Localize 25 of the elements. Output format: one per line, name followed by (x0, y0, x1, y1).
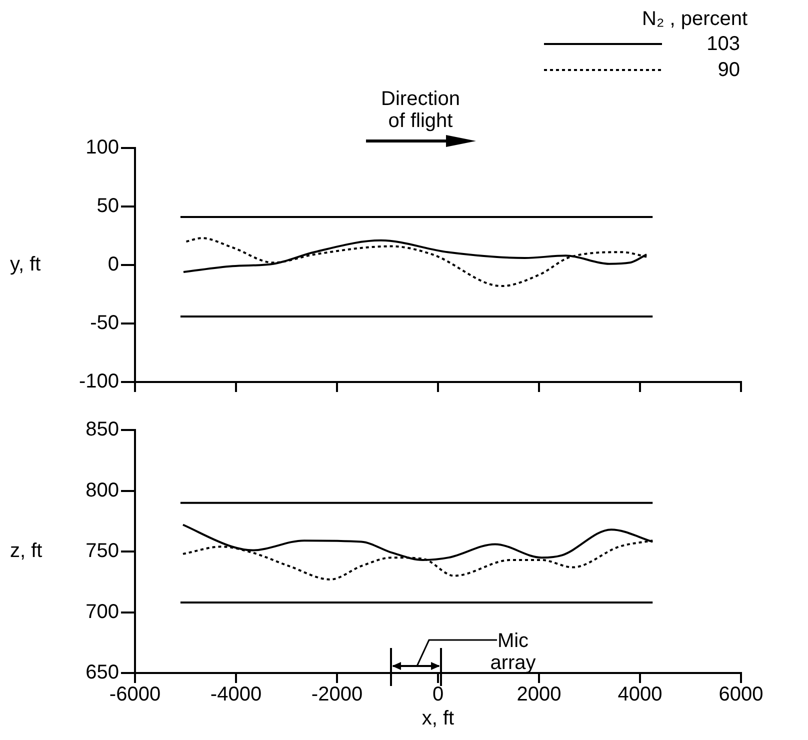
y-tick-label: -50 (90, 312, 119, 334)
y-axis-title: z, ft (10, 540, 43, 562)
text: 90 (716, 58, 741, 82)
x-tick-label: -2000 (311, 684, 363, 706)
y-tick-label: 850 (86, 418, 119, 441)
y-axis-title: y, ft (10, 254, 42, 276)
y-tick-label: 650 (86, 662, 119, 684)
y-tick-label: 700 (86, 600, 119, 623)
x-tick-label: 0 (432, 684, 444, 706)
x-tick-label: -6000 (109, 684, 161, 706)
text: 103 (706, 32, 741, 56)
y-tick-label: 100 (86, 136, 119, 159)
y-tick-label: -100 (78, 370, 119, 393)
x-tick-label: -4000 (210, 684, 262, 706)
x-tick-label: 4000 (618, 684, 662, 706)
x-tick-label: 2000 (516, 684, 562, 706)
x-tick-label: 6000 (718, 684, 764, 706)
x-axis-title: x, ft (422, 708, 455, 730)
annotation: Mic array (489, 630, 537, 674)
y-tick-label: 800 (86, 479, 119, 502)
text: Direction of flight (380, 88, 461, 132)
legend-title: N₂ , percent (641, 8, 749, 31)
y-tick-label: 0 (108, 254, 119, 276)
y-tick-label: 750 (86, 540, 119, 562)
y-tick-label: 50 (96, 195, 119, 218)
